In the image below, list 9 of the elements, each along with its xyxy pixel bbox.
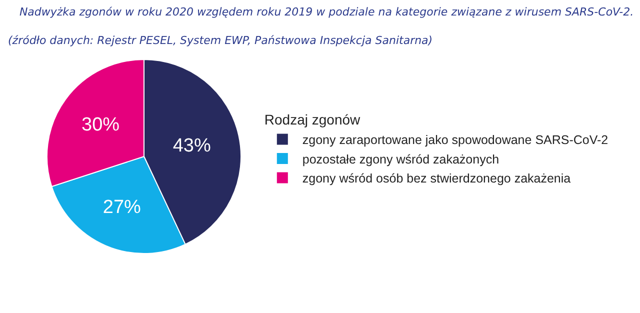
data-label: 30% — [82, 114, 120, 136]
data-label: 43% — [172, 135, 211, 156]
legend-label: zgony zaraportowane jako spowodowane SARS-CoV-2 — [302, 133, 608, 148]
legend-label: zgony wśród osób bez stwierdzonego zakażenia — [302, 172, 571, 186]
chart-title: Nadwyżka zgonów w roku 2020 względem roku 2019 w podziale na kategorie związane z wirusem SARS-CoV-2. — [19, 6, 634, 19]
legend-title: Rodzaj zgonów — [264, 112, 362, 128]
text: (źródło danych: Rejestr PESEL, System EWP, Państwowa Inspekcja Sanitarna) — [8, 34, 433, 47]
data-label: 27% — [102, 196, 142, 218]
legend-label: pozostałe zgony wśród zakażonych — [302, 152, 500, 166]
